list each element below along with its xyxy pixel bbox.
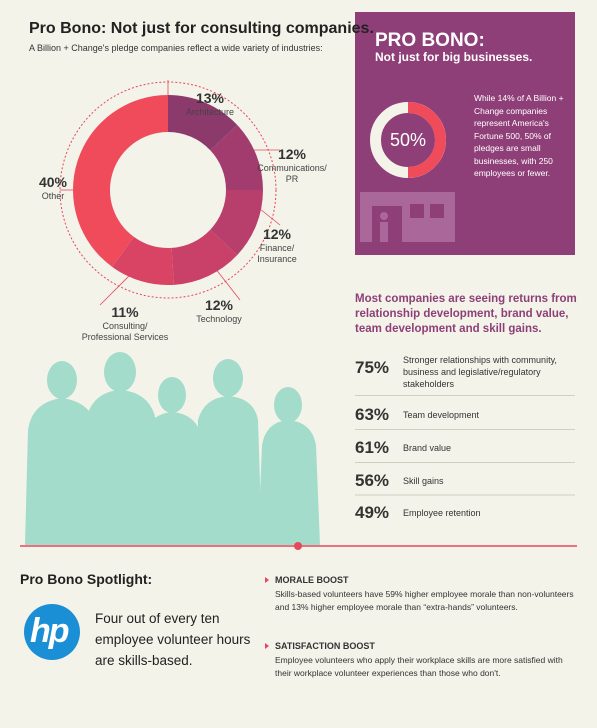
stat-value: 75% xyxy=(355,358,390,377)
building-icon xyxy=(360,192,455,242)
silhouettes xyxy=(25,352,320,545)
box-title: PRO BONO: xyxy=(375,30,485,51)
category-label: Other xyxy=(41,191,65,201)
divider-dot xyxy=(294,542,302,550)
boost-text: Skills-based volunteers have 59% higher … xyxy=(275,589,574,612)
returns-heading: Most companies are seeing returns from r… xyxy=(355,293,577,335)
hp-text: hp xyxy=(30,612,70,650)
stat-label: Team development xyxy=(403,410,480,420)
value-label: 13% xyxy=(195,90,225,106)
category-label: Finance/ Insurance xyxy=(257,243,297,264)
donut-segment xyxy=(171,229,238,285)
value-label: 12% xyxy=(204,297,234,313)
stat-label: Brand value xyxy=(403,443,452,453)
spotlight-title: Pro Bono Spotlight: xyxy=(20,571,153,587)
donut-segment xyxy=(168,95,238,151)
donut-segment xyxy=(112,236,174,285)
category-label: Technology xyxy=(196,314,242,324)
hp-logo xyxy=(24,604,80,660)
stat-value: 63% xyxy=(355,405,390,424)
donut-segment xyxy=(210,124,263,190)
value-label: 40% xyxy=(38,174,68,190)
value-label: 11% xyxy=(111,304,139,320)
bullets xyxy=(265,577,269,649)
stat-value: 49% xyxy=(355,503,390,522)
subtitle: A Billion + Change's pledge companies re… xyxy=(29,43,323,53)
title: Pro Bono: Not just for consulting compan… xyxy=(29,20,374,37)
ring-label: 50% xyxy=(390,130,426,150)
boost-text: Employee volunteers who apply their work… xyxy=(275,655,563,678)
box-subtitle: Not just for big businesses. xyxy=(375,50,533,64)
ring-segment xyxy=(408,102,446,178)
box-text: While 14% of A Billion + Change companie… xyxy=(474,93,564,178)
value-label: 12% xyxy=(277,146,307,162)
category-label: Communications/ PR xyxy=(257,163,327,184)
stat-label: Skill gains xyxy=(403,476,444,486)
spotlight-text: Four out of every ten employee volunteer… xyxy=(95,611,251,668)
stat-label: Stronger relationships with community, b… xyxy=(403,355,557,389)
donut-segment xyxy=(72,95,168,267)
category-label: Architecture xyxy=(185,107,235,117)
stat-value: 61% xyxy=(355,438,390,457)
stat-label: Employee retention xyxy=(403,508,481,518)
donut-segment xyxy=(210,190,263,256)
category-label: Consulting/ Professional Services xyxy=(81,321,169,342)
stat-value: 56% xyxy=(355,471,390,490)
value-label: 12% xyxy=(262,226,292,242)
boost-title: MORALE BOOST xyxy=(275,575,349,585)
boost-title: SATISFACTION BOOST xyxy=(275,641,375,651)
